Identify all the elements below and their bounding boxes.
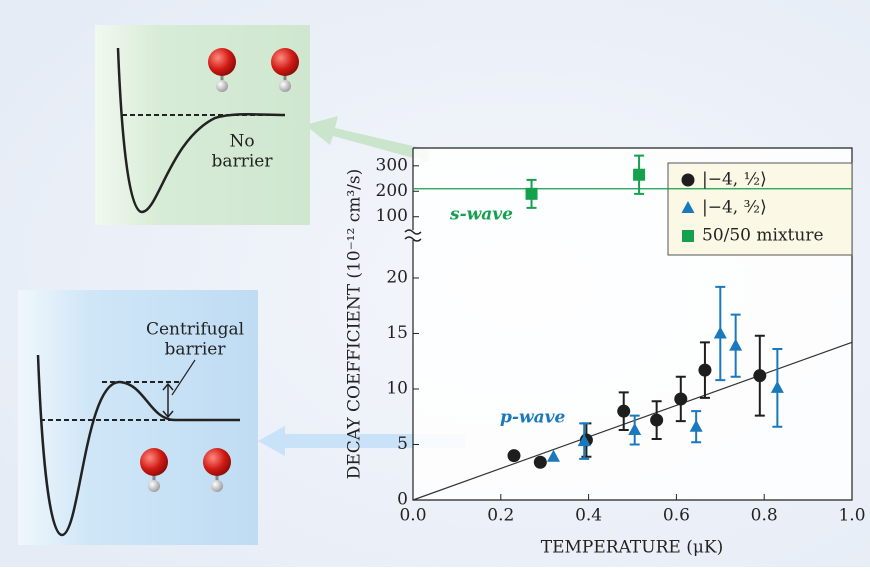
legend-marker [681,173,695,187]
legend-label: |−4, ½⟩ [702,170,767,190]
annotation: No [229,132,254,152]
error-cap [691,410,702,444]
legend-label: 50/50 mixture [702,226,824,246]
point [650,413,664,427]
point [770,380,784,393]
error-cap [618,391,629,432]
error-cap [699,341,710,399]
x-tick-label: 0.0 [399,506,426,526]
point [689,419,703,432]
point [713,326,727,339]
point [633,168,646,181]
axis-break [404,229,422,242]
y-tick-label: 5 [397,434,408,454]
error-cap [634,154,645,195]
point [533,455,547,469]
annotation: barrier [165,340,227,360]
y2-tick-label: 300 [376,155,408,175]
error-cap [675,375,686,423]
arrow-s [305,116,430,162]
x-tick-label: 0.8 [751,506,778,526]
fit-line [412,341,853,501]
point [729,338,743,351]
x-axis-label: TEMPERATURE (μK) [541,538,723,558]
annotation: Centrifugal [146,320,244,340]
legend-marker [681,201,695,213]
x-tick-label: 0.6 [663,506,690,526]
error-cap [772,348,783,428]
error-cap [579,422,590,460]
error-cap [715,285,726,382]
legend-marker [682,230,694,242]
y2-tick-label: 100 [376,206,408,226]
y-tick-label: 10 [386,378,408,398]
y-tick-label: 15 [386,323,408,343]
arrow-p [258,426,465,456]
y-tick-label: 0 [397,490,408,510]
annotation: s-wave [449,205,513,225]
x-tick-label: 1.0 [838,506,865,526]
point [525,187,538,200]
annotation: p-wave [500,408,565,428]
legend-label: |−4, ³⁄₂⟩ [702,198,767,218]
x-tick-label: 0.2 [487,506,514,526]
point [698,363,712,377]
point [577,434,591,447]
y-axis-label: DECAY COEFFICIENT (10⁻¹² cm³/s) [345,169,365,479]
point [674,392,688,406]
inset-centrifugal: Centrifugal barrier [18,290,258,545]
annotation: barrier [212,152,274,172]
error-cap [629,414,640,446]
point [753,369,767,383]
point [617,404,631,418]
error-cap [526,178,537,209]
y-tick-label: 20 [386,267,408,287]
point [628,423,642,436]
error-cap [754,334,765,417]
point [546,449,560,462]
point [507,449,521,463]
inset-no-barrier: No barrier [95,25,310,225]
y2-tick-label: 200 [376,181,408,201]
legend [667,162,853,256]
x-tick-label: 0.4 [575,506,602,526]
error-cap [651,400,662,440]
error-cap [730,313,741,378]
